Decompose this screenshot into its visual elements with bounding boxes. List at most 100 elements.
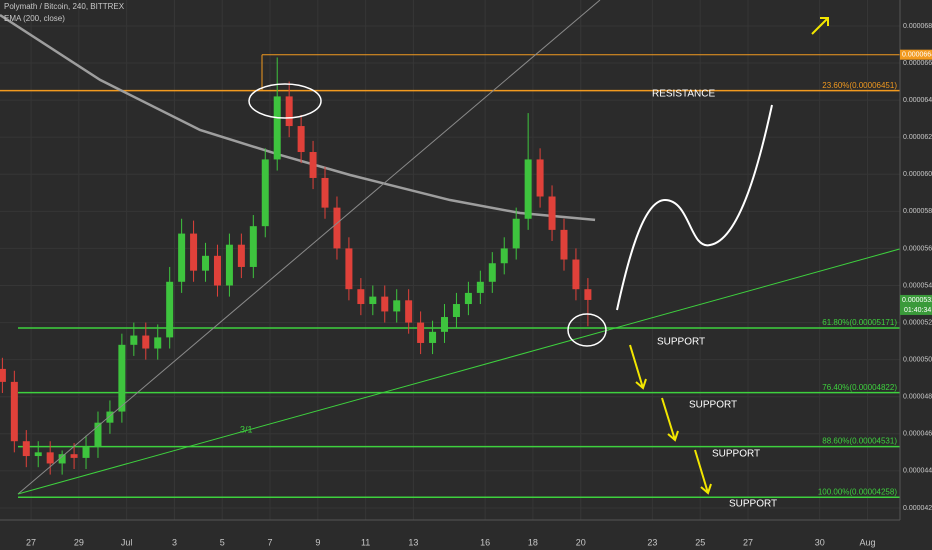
candle-body xyxy=(106,411,114,423)
axes: 0.00004200 0.00004400 0.00004600 0.00004800… xyxy=(26,23,932,547)
x-tick-label: Jul xyxy=(121,537,133,547)
trend-line xyxy=(17,239,932,495)
countdown: 01:40:34 xyxy=(904,307,931,314)
candle-body xyxy=(202,255,210,271)
x-tick-label: 16 xyxy=(480,537,490,547)
x-tick-label: Aug xyxy=(859,537,875,547)
candle-body xyxy=(225,244,233,286)
arrow xyxy=(661,397,679,442)
candle-body xyxy=(512,218,520,249)
candle-body xyxy=(0,368,6,382)
price-tag xyxy=(900,294,932,315)
x-tick-label: 23 xyxy=(647,537,657,547)
x-tick-label: 29 xyxy=(74,537,84,547)
x-tick-label: 5 xyxy=(220,537,225,547)
candle-body xyxy=(166,281,174,338)
candle-body xyxy=(142,335,150,349)
highlight-ellipse xyxy=(248,83,322,119)
candle-body xyxy=(213,255,221,286)
candle-body xyxy=(118,344,126,412)
x-tick-label: 9 xyxy=(315,537,320,547)
level-label: 100.00%(0.00004258) xyxy=(818,487,898,496)
y-tick-label: 0.00005600 xyxy=(903,245,932,252)
annotation: SUPPORT xyxy=(729,499,777,510)
x-tick-label: 27 xyxy=(743,537,753,547)
y-tick-label: 0.00004800 xyxy=(903,394,932,401)
candle-body xyxy=(82,446,90,458)
projection-curve xyxy=(616,104,773,311)
y-tick-label: 0.00005400 xyxy=(903,282,932,289)
y-tick-label: 0.00006000 xyxy=(903,171,932,178)
candle-body xyxy=(333,207,341,249)
annotation: RESISTANCE xyxy=(652,89,715,100)
candle-body xyxy=(452,304,460,318)
arrows xyxy=(629,17,829,495)
price-tag-label: 0.00005322 xyxy=(902,297,932,304)
candle-body xyxy=(560,229,568,260)
candle-body xyxy=(237,244,245,267)
candle-body xyxy=(488,263,496,282)
x-tick-label: 7 xyxy=(268,537,273,547)
candle-body xyxy=(464,292,472,305)
candle-body xyxy=(536,159,544,197)
y-tick-label: 0.00004400 xyxy=(903,468,932,475)
level-label: 61.80%(0.00005171) xyxy=(822,318,897,327)
candle-body xyxy=(405,300,413,323)
y-tick-label: 0.00004600 xyxy=(903,431,932,438)
x-tick-label: 27 xyxy=(26,537,36,547)
candle-body xyxy=(58,454,66,464)
annotation: SUPPORT xyxy=(689,400,737,411)
candle-body xyxy=(70,454,78,458)
candle-body xyxy=(524,159,532,219)
candle-body xyxy=(476,281,484,293)
arrow xyxy=(694,449,712,495)
candle-body xyxy=(429,331,437,343)
candle-body xyxy=(249,226,257,267)
y-tick-label: 0.00004200 xyxy=(903,505,932,512)
candle-body xyxy=(369,296,377,305)
candle-body xyxy=(285,96,293,127)
candle-body xyxy=(34,452,42,457)
annotation: SUPPORT xyxy=(657,337,705,348)
candle-body xyxy=(46,452,54,464)
candle-body xyxy=(10,381,18,442)
candle-body xyxy=(500,248,508,264)
plot: 23.60%(0.00006451) 61.80%(0.00005171) 76.4… xyxy=(0,13,900,498)
x-tick-label: 18 xyxy=(528,537,538,547)
annotation: 3/1 xyxy=(240,424,253,434)
candle-body xyxy=(321,177,329,208)
candle-body xyxy=(273,96,281,160)
candle-body xyxy=(309,152,317,178)
x-tick-label: 13 xyxy=(408,537,418,547)
candle-body xyxy=(345,248,353,290)
y-tick-label: 0.00005000 xyxy=(903,356,932,363)
level-label: 76.40%(0.00004822) xyxy=(822,383,897,392)
candle-body xyxy=(381,296,389,312)
x-tick-label: 30 xyxy=(815,537,825,547)
y-tick-label: 0.00005200 xyxy=(903,319,932,326)
candle-body xyxy=(297,126,305,153)
price-tag-label: 0.00006645 xyxy=(902,52,932,59)
arrow xyxy=(811,17,829,35)
level-label: 88.60%(0.00004531) xyxy=(822,437,897,446)
price-axis xyxy=(900,0,932,520)
candle-body xyxy=(94,422,102,447)
candle-body xyxy=(190,233,198,271)
candle-body xyxy=(130,335,138,345)
candle-body xyxy=(572,259,580,290)
highlight-ellipse xyxy=(567,313,607,347)
candle-body xyxy=(357,289,365,305)
arrow xyxy=(629,344,647,390)
candle-body xyxy=(178,233,186,282)
candle-body xyxy=(548,196,556,230)
grid xyxy=(0,0,900,520)
y-tick-label: 0.00006200 xyxy=(903,134,932,141)
x-tick-label: 3 xyxy=(172,537,177,547)
x-tick-label: 25 xyxy=(695,537,705,547)
x-tick-label: 11 xyxy=(361,537,370,547)
candle-body xyxy=(441,317,449,332)
chart-title: Polymath / Bitcoin, 240, BITTREX xyxy=(4,2,125,11)
candle-body xyxy=(584,289,592,300)
y-tick-label: 0.00006800 xyxy=(903,23,932,30)
